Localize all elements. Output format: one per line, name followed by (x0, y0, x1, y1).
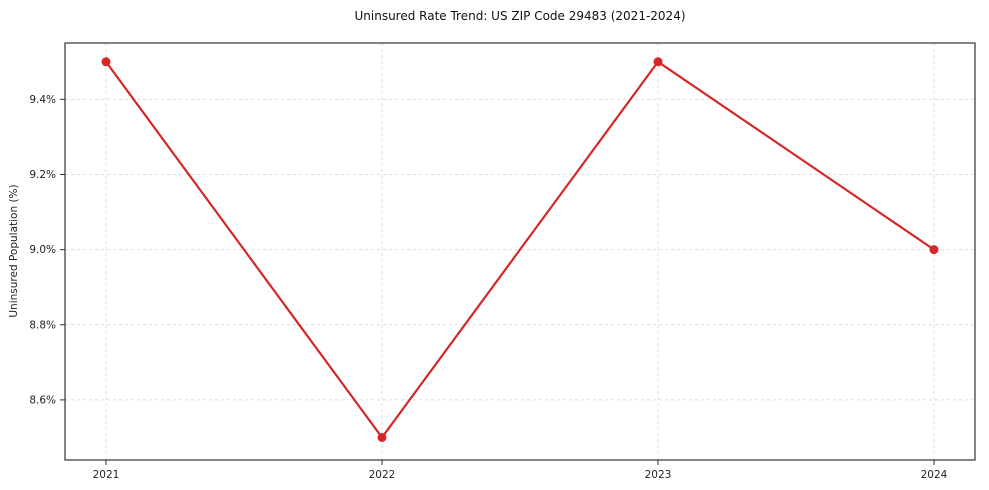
y-tick-label: 8.8% (29, 319, 56, 331)
y-tick-label: 9.0% (29, 244, 56, 256)
x-tick-label: 2023 (645, 469, 672, 481)
x-tick-label: 2024 (921, 469, 948, 481)
x-tick-label: 2021 (93, 469, 120, 481)
data-point-marker (653, 57, 663, 67)
y-tick-label: 8.6% (29, 394, 56, 406)
plot-border (64, 42, 976, 461)
trend-line (104, 60, 936, 439)
x-tick-label: 2022 (369, 469, 396, 481)
chart-title: Uninsured Rate Trend: US ZIP Code 29483 … (354, 9, 686, 23)
y-tick-label: 9.2% (29, 169, 56, 181)
data-point-marker (377, 432, 387, 442)
data-point-marker (101, 57, 111, 67)
y-tick-label: 9.4% (29, 94, 56, 106)
data-point-marker (929, 245, 939, 255)
